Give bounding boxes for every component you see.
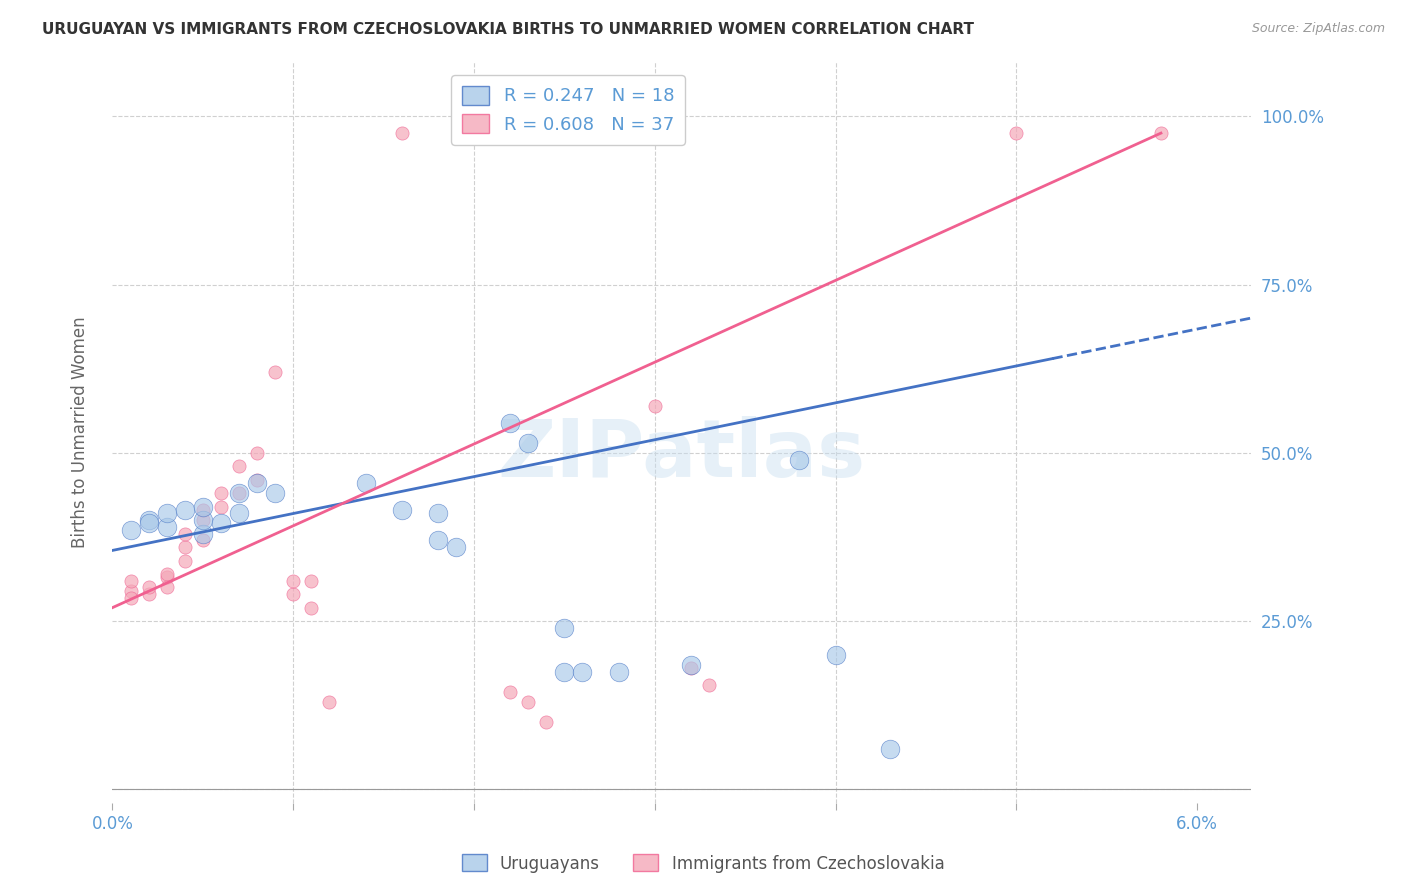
Point <box>228 486 250 500</box>
Point <box>444 540 467 554</box>
Text: Source: ZipAtlas.com: Source: ZipAtlas.com <box>1251 22 1385 36</box>
Point <box>264 365 287 379</box>
Text: URUGUAYAN VS IMMIGRANTS FROM CZECHOSLOVAKIA BIRTHS TO UNMARRIED WOMEN CORRELATIO: URUGUAYAN VS IMMIGRANTS FROM CZECHOSLOVA… <box>42 22 974 37</box>
Point <box>156 566 179 581</box>
Point <box>191 533 214 548</box>
Point <box>499 416 522 430</box>
Point <box>679 657 702 672</box>
Point <box>679 661 702 675</box>
Point <box>156 581 179 595</box>
Point <box>391 126 413 140</box>
Point <box>120 591 142 605</box>
Point <box>571 665 593 679</box>
Point <box>354 476 377 491</box>
Text: ZIPatlas: ZIPatlas <box>498 416 866 494</box>
Point <box>1005 126 1028 140</box>
Point <box>299 600 322 615</box>
Point <box>209 486 232 500</box>
Point <box>138 581 160 595</box>
Point <box>426 507 449 521</box>
Point <box>879 742 901 756</box>
Point <box>644 399 666 413</box>
Point <box>173 526 195 541</box>
Point <box>517 435 540 450</box>
Point <box>246 446 269 460</box>
Point <box>228 486 250 500</box>
Point <box>607 665 630 679</box>
Point <box>209 516 232 531</box>
Point <box>209 500 232 514</box>
Point <box>191 526 214 541</box>
Point <box>191 503 214 517</box>
Point <box>391 503 413 517</box>
Point <box>228 459 250 474</box>
Point <box>228 507 250 521</box>
Legend: Uruguayans, Immigrants from Czechoslovakia: Uruguayans, Immigrants from Czechoslovak… <box>456 847 950 880</box>
Point <box>553 665 575 679</box>
Point <box>283 587 305 601</box>
Point <box>283 574 305 588</box>
Point <box>789 452 811 467</box>
Point <box>264 486 287 500</box>
Point <box>499 685 522 699</box>
Point <box>246 476 269 491</box>
Point <box>697 678 720 692</box>
Point <box>173 540 195 554</box>
Point <box>1150 126 1173 140</box>
Point <box>536 714 558 729</box>
Point <box>191 500 214 514</box>
Point <box>318 695 340 709</box>
Point <box>120 583 142 598</box>
Point <box>246 473 269 487</box>
Point <box>824 648 846 662</box>
Point <box>173 503 195 517</box>
Point <box>191 513 214 527</box>
Point <box>426 533 449 548</box>
Point <box>156 570 179 584</box>
Point <box>517 695 540 709</box>
Point <box>299 574 322 588</box>
Point <box>553 621 575 635</box>
Point <box>138 513 160 527</box>
Point <box>156 507 179 521</box>
Point <box>463 126 485 140</box>
Point <box>120 574 142 588</box>
Legend: R = 0.247   N = 18, R = 0.608   N = 37: R = 0.247 N = 18, R = 0.608 N = 37 <box>451 75 685 145</box>
Y-axis label: Births to Unmarried Women: Births to Unmarried Women <box>70 317 89 549</box>
Point <box>138 516 160 531</box>
Point <box>191 513 214 527</box>
Point <box>173 553 195 567</box>
Point <box>156 520 179 534</box>
Point <box>138 587 160 601</box>
Point <box>120 523 142 537</box>
